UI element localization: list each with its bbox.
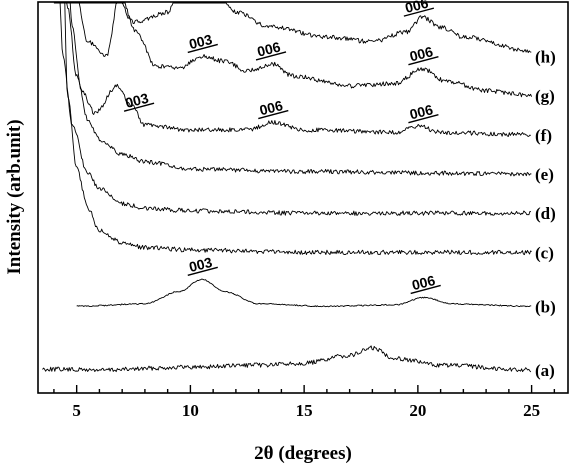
peak-annotation: 003	[123, 90, 155, 112]
plot-frame	[37, 1, 569, 394]
trace-label-a: (a)	[535, 361, 555, 380]
trace-e	[58, 2, 532, 177]
peak-underline	[187, 43, 218, 54]
x-axis: 5 10 15 20 25	[53, 385, 556, 420]
trace-a	[42, 345, 532, 373]
peak-annotation: 006	[255, 38, 287, 61]
peak-underline	[408, 113, 439, 124]
trace-g	[60, 2, 533, 98]
x-tick-label: 10	[182, 401, 199, 420]
peak-annotation: 006	[258, 97, 289, 120]
peak-annotation: 003	[187, 254, 218, 277]
trace-b	[76, 278, 532, 308]
peak-underline	[403, 7, 435, 17]
trace-label-f: (f)	[535, 126, 552, 145]
trace-h	[67, 2, 532, 54]
peak-annotation: 003	[187, 31, 218, 54]
x-tick-label: 15	[296, 401, 313, 420]
peak-annotation: 006	[408, 43, 439, 66]
peak-underline	[187, 266, 218, 277]
peak-label: 006	[403, 0, 430, 16]
trace-label-b: (b)	[535, 297, 556, 316]
x-tick-label: 5	[72, 401, 81, 420]
peak-annotation: 006	[408, 101, 439, 124]
trace-label-e: (e)	[535, 165, 554, 184]
peak-underline	[410, 284, 441, 295]
trace-label-d: (d)	[535, 204, 556, 223]
trace-label-g: (g)	[535, 87, 555, 106]
x-tick-label: 25	[523, 401, 540, 420]
trace-label-c: (c)	[535, 243, 554, 262]
peak-underline	[408, 55, 439, 66]
x-tick-label: 20	[409, 401, 426, 420]
y-axis-title: Intensity (arb.unit)	[4, 119, 25, 274]
peak-annotation: 006	[410, 272, 441, 295]
annotations: 003006003003006006003006006003006	[123, 0, 441, 295]
trace-label-h: (h)	[535, 47, 556, 66]
trace-d	[53, 2, 531, 216]
x-axis-title: 2θ (degrees)	[254, 443, 352, 464]
trace-f	[63, 2, 531, 137]
traces: (a) (b) (c) (d) (e) (f) (g) (h)	[42, 2, 556, 380]
peak-underline	[255, 51, 287, 61]
trace-c	[60, 2, 532, 256]
peak-underline	[123, 102, 155, 112]
peak-underline	[258, 109, 289, 120]
